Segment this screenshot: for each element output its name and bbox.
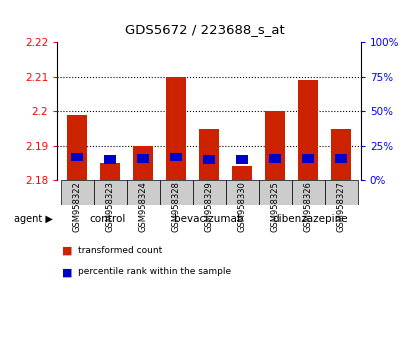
Text: GSM958329: GSM958329 [204, 181, 213, 232]
Text: GSM958323: GSM958323 [106, 181, 115, 232]
Bar [265, 112, 284, 180]
Bar [269, 154, 280, 163]
Text: agent ▶: agent ▶ [14, 213, 53, 224]
Text: GSM958330: GSM958330 [237, 181, 246, 232]
Bar [61, 180, 93, 205]
Bar [133, 146, 153, 180]
Text: GSM958327: GSM958327 [336, 181, 345, 232]
Text: GSM958326: GSM958326 [303, 181, 312, 232]
Text: GSM958324: GSM958324 [138, 181, 147, 232]
Text: control: control [90, 213, 126, 224]
Text: transformed count: transformed count [78, 246, 162, 255]
Bar [291, 180, 324, 205]
Text: ■: ■ [61, 246, 72, 256]
Bar [301, 154, 313, 163]
Text: percentile rank within the sample: percentile rank within the sample [78, 267, 230, 276]
Bar [225, 180, 258, 205]
Text: ■: ■ [61, 267, 72, 277]
Bar [126, 180, 159, 205]
Bar [192, 180, 225, 205]
Bar [236, 155, 247, 164]
Text: dibenzazepine: dibenzazepine [272, 213, 347, 224]
Bar [231, 166, 252, 180]
Bar [297, 80, 317, 180]
Bar [159, 180, 192, 205]
Text: GSM958328: GSM958328 [171, 181, 180, 232]
Bar [93, 180, 126, 205]
Text: bevacizumab: bevacizumab [174, 213, 243, 224]
Text: GSM958322: GSM958322 [72, 181, 81, 232]
Bar [199, 129, 218, 180]
Bar [71, 153, 83, 161]
Bar [104, 155, 116, 164]
Bar [258, 180, 291, 205]
Bar [166, 77, 186, 180]
Text: GDS5672 / 223688_s_at: GDS5672 / 223688_s_at [125, 23, 284, 36]
Bar [335, 154, 346, 163]
Bar [170, 153, 182, 161]
Bar [100, 163, 120, 180]
Bar [324, 180, 357, 205]
Text: GSM958325: GSM958325 [270, 181, 279, 232]
Bar [137, 154, 148, 163]
Bar [203, 155, 214, 164]
Bar [330, 129, 350, 180]
Bar [67, 115, 87, 180]
